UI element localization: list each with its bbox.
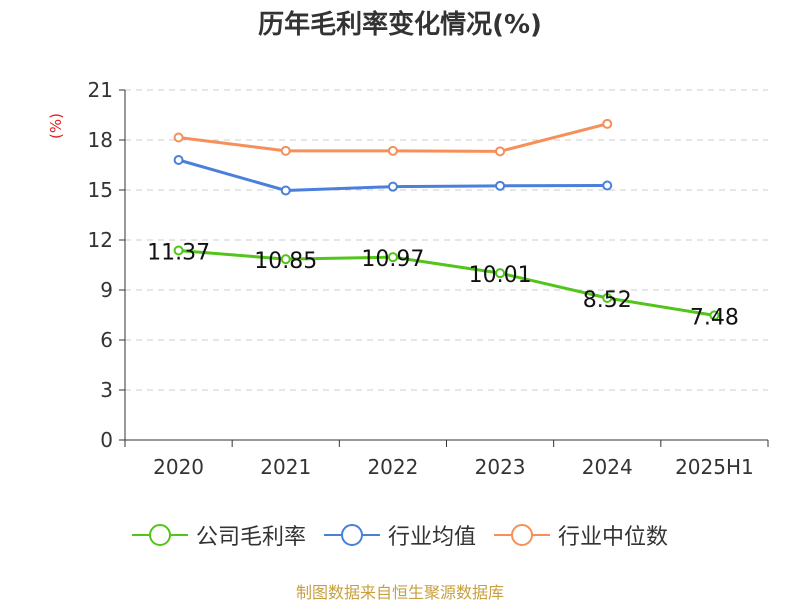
data-point	[387, 181, 398, 192]
y-tick-label: 18	[88, 128, 113, 152]
data-point	[602, 293, 613, 303]
x-tick-label: 2024	[582, 455, 633, 479]
data-point	[387, 252, 398, 263]
line-chart: 0 3 6 9 12 15 18 21 2020 2021 2022 2023 2024 2025H1 1…	[88, 78, 769, 479]
series-points	[173, 118, 720, 321]
y-tick-label: 15	[88, 178, 113, 202]
data-point	[602, 118, 613, 129]
legend-swatch-company	[131, 523, 188, 547]
data-point	[709, 310, 720, 321]
data-point	[495, 146, 506, 157]
data-labels: 11.37 10.85 10.97 10.01 8.52 7.48	[147, 241, 739, 331]
grid-lines	[125, 89, 768, 391]
legend-item-industry-mean[interactable]: 行业均值	[323, 519, 476, 551]
data-point	[495, 180, 506, 191]
y-tick-label: 0	[100, 428, 113, 452]
legend-swatch-industry-mean	[323, 523, 380, 547]
y-tick-label: 21	[88, 78, 113, 102]
data-label: 10.01	[469, 263, 532, 288]
x-tick-label: 2020	[153, 455, 204, 479]
legend-label-industry-median: 行业中位数	[558, 525, 669, 550]
data-point	[280, 145, 291, 156]
y-tick-label: 6	[100, 328, 113, 352]
data-label: 11.37	[147, 241, 210, 266]
legend-item-industry-median[interactable]: 行业中位数	[494, 519, 668, 551]
data-point	[495, 268, 506, 279]
data-point	[387, 145, 398, 156]
data-point	[173, 155, 184, 165]
y-tick-label: 9	[100, 278, 113, 302]
chart-title: 历年毛利率变化情况(%)	[258, 10, 542, 40]
x-tick-label: 2021	[260, 455, 311, 479]
data-point	[280, 254, 291, 265]
axes: 0 3 6 9 12 15 18 21 2020 2021 2022 2023 2024 2025H1	[88, 78, 769, 479]
x-tick-label: 2025H1	[675, 455, 754, 479]
data-source-note: 制图数据来自恒生聚源数据库	[295, 583, 504, 602]
legend-label-company: 公司毛利率	[195, 525, 306, 550]
data-point	[173, 245, 184, 256]
data-point	[280, 185, 291, 196]
data-label: 7.48	[690, 305, 739, 330]
legend: 公司毛利率 行业均值 行业中位数	[0, 519, 800, 551]
legend-item-company[interactable]: 公司毛利率	[131, 519, 306, 551]
y-tick-label: 3	[100, 378, 113, 402]
x-tick-label: 2023	[475, 455, 526, 479]
data-point	[173, 132, 184, 143]
legend-label-industry-mean: 行业均值	[387, 525, 476, 550]
x-tick-label: 2022	[367, 455, 418, 479]
data-label: 10.97	[361, 247, 424, 272]
series-line	[178, 249, 715, 317]
data-label: 8.52	[583, 288, 632, 313]
data-point	[602, 180, 613, 191]
data-label: 10.85	[254, 249, 317, 274]
legend-swatch-industry-median	[494, 523, 550, 547]
y-tick-label: 12	[88, 228, 113, 252]
series-lines	[178, 122, 715, 317]
